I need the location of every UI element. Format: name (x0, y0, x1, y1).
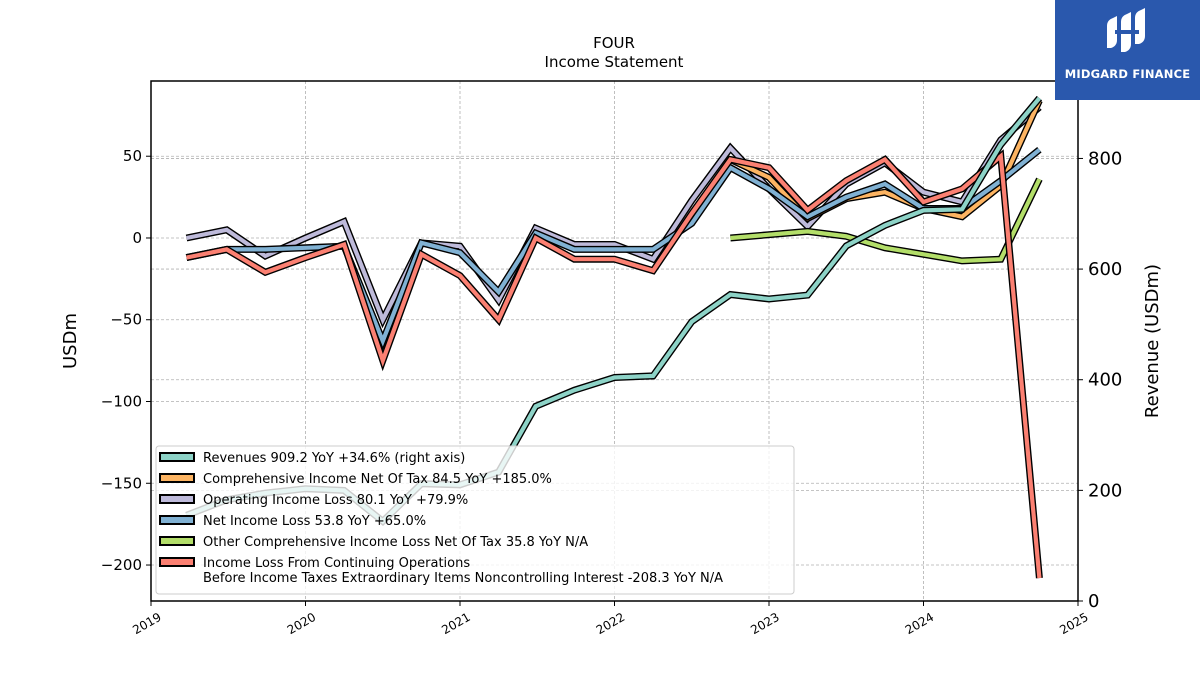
y-tick-label: 50 (123, 147, 142, 165)
y-tick-label: −100 (101, 393, 142, 411)
series-line (729, 99, 1042, 221)
legend-label: Net Income Loss 53.8 YoY +65.0% (203, 514, 426, 529)
legend-label: Operating Income Loss 80.1 YoY +79.9% (203, 493, 468, 508)
series-line (730, 178, 1042, 264)
series-line-group (728, 99, 1043, 223)
y-right-tick-label: 0 (1088, 591, 1099, 612)
right-axis-ticks: 800 600 400 200 0 (1078, 148, 1122, 612)
grid-lines (150, 81, 1079, 602)
x-tick-label: 2025 (1057, 610, 1090, 637)
y-right-tick-label: 600 (1088, 259, 1122, 280)
legend-label: Comprehensive Income Net Of Tax 84.5 YoY… (203, 472, 552, 487)
legend-box (155, 445, 795, 595)
legend-swatch (159, 515, 195, 525)
series-line (186, 151, 1042, 579)
y-tick-label: −50 (110, 311, 142, 329)
y-right-tick-label: 200 (1088, 480, 1122, 501)
legend-swatch (159, 452, 195, 462)
chart-title: FOUR (593, 34, 635, 52)
x-tick-label: 2023 (748, 610, 781, 637)
y-right-tick-label: 400 (1088, 370, 1122, 391)
y-axis-label-right: Revenue (USDm) (1142, 264, 1163, 418)
legend-label: Revenues 909.2 YoY +34.6% (right axis) (203, 451, 465, 466)
legend-swatch (159, 536, 195, 546)
legend-label: Other Comprehensive Income Loss Net Of T… (203, 535, 588, 550)
y-right-tick-label: 800 (1088, 148, 1122, 169)
y-tick-label: 0 (132, 229, 142, 247)
y-tick-label: −150 (101, 474, 142, 492)
legend-label: Before Income Taxes Extraordinary Items … (203, 571, 723, 586)
midgard-finance-logo: MIDGARD FINANCE (1055, 0, 1200, 100)
logo-mark-icon (1107, 8, 1145, 52)
x-tick-label: 2021 (439, 610, 472, 637)
series-line-group (185, 149, 1043, 579)
chart-subtitle: Income Statement (545, 53, 684, 71)
logo-text: MIDGARD FINANCE (1064, 67, 1191, 81)
y-tick-label: −200 (101, 556, 142, 574)
y-axis-label-left: USDm (60, 313, 81, 369)
x-axis-ticks: 2019 2020 2021 2022 2023 2024 2025 (130, 601, 1091, 637)
series-line-group (730, 177, 1043, 265)
x-tick-label: 2022 (594, 610, 627, 637)
legend-swatch (159, 473, 195, 483)
x-tick-label: 2020 (285, 610, 318, 637)
legend-swatch (159, 557, 195, 567)
legend: Revenues 909.2 YoY +34.6% (right axis) Co… (155, 445, 795, 595)
x-tick-label: 2019 (130, 610, 163, 637)
legend-swatch (159, 494, 195, 504)
left-axis-ticks: 50 0 −50 −100 −150 −200 (101, 147, 151, 574)
x-tick-label: 2024 (903, 610, 936, 637)
legend-label: Income Loss From Continuing Operations (203, 556, 470, 571)
series-layer (185, 95, 1043, 579)
